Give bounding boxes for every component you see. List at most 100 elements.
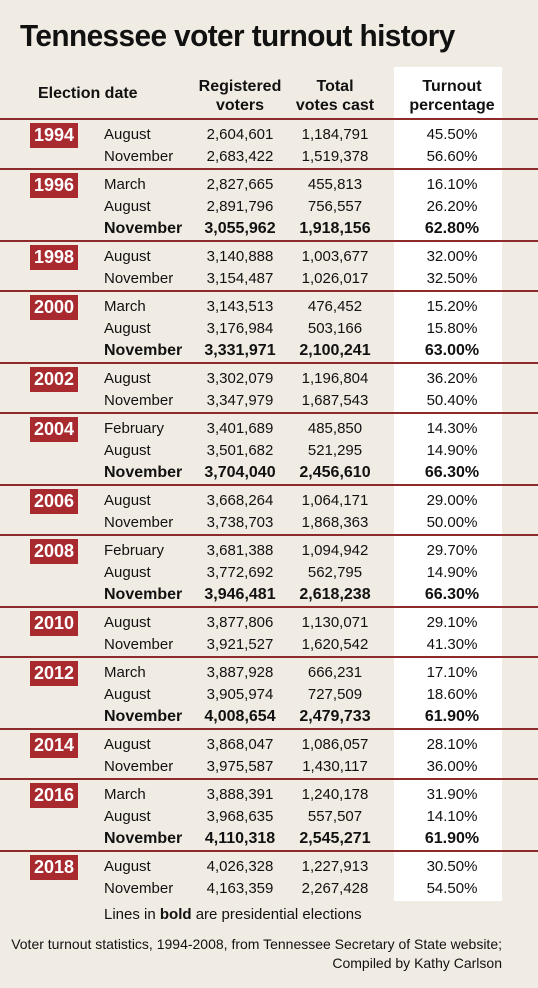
- total-votes-cell: 756,557: [307, 198, 363, 215]
- election-month: November: [104, 514, 174, 531]
- election-month: November: [104, 392, 174, 409]
- turnout-percentage-cell: 63.00%: [424, 342, 480, 359]
- election-month: August: [104, 198, 151, 215]
- total-votes-cell: 557,507: [307, 808, 363, 825]
- table-row: February 3,401,689 485,850 14.30%: [0, 418, 538, 440]
- table-row: November 3,347,979 1,687,543 50.40%: [0, 390, 538, 412]
- table-row: August 3,968,635 557,507 14.10%: [0, 806, 538, 828]
- turnout-percentage-cell: 62.80%: [424, 220, 480, 237]
- registered-voters-cell: 3,176,984: [206, 320, 274, 337]
- total-votes-cell: 1,003,677: [301, 248, 369, 265]
- year-group: 2018 August 4,026,328 1,227,913 30.50% Novemb…: [0, 850, 538, 900]
- turnout-percentage-cell: 50.40%: [426, 392, 478, 409]
- note-prefix: Lines in: [104, 906, 160, 923]
- year-badge: 1998: [30, 245, 78, 270]
- registered-voters-cell: 3,055,962: [204, 220, 276, 237]
- election-month: March: [104, 664, 146, 681]
- table-row: August 3,501,682 521,295 14.90%: [0, 440, 538, 462]
- table-row: March 3,887,928 666,231 17.10%: [0, 662, 538, 684]
- registered-voters-cell: 3,877,806: [206, 614, 274, 631]
- header-registered-voters: Registered voters: [190, 77, 290, 115]
- election-month: August: [104, 248, 151, 265]
- registered-voters-cell: 2,683,422: [206, 148, 274, 165]
- registered-voters-cell: 3,140,888: [206, 248, 274, 265]
- total-votes-cell: 521,295: [307, 442, 363, 459]
- header-turnout-percentage: Turnout percentage: [400, 77, 504, 115]
- registered-voters-cell: 2,604,601: [206, 126, 274, 143]
- table-row: August 3,877,806 1,130,071 29.10%: [0, 612, 538, 634]
- turnout-percentage-cell: 54.50%: [426, 880, 478, 897]
- election-month: November: [104, 220, 183, 237]
- header-registered-line-2: voters: [215, 97, 265, 114]
- year-badge: 2000: [30, 295, 78, 320]
- election-month: August: [104, 320, 151, 337]
- turnout-percentage-cell: 61.90%: [424, 708, 480, 725]
- year-group: 2010 August 3,877,806 1,130,071 29.10% Novemb…: [0, 606, 538, 656]
- turnout-percentage-cell: 66.30%: [424, 464, 480, 481]
- total-votes-cell: 2,456,610: [299, 464, 371, 481]
- table-row: November 3,154,487 1,026,017 32.50%: [0, 268, 538, 290]
- table-row: August 2,891,796 756,557 26.20%: [0, 196, 538, 218]
- election-month: February: [104, 420, 165, 437]
- table-row: August 3,668,264 1,064,171 29.00%: [0, 490, 538, 512]
- year-group: 2004 February 3,401,689 485,850 14.30% August…: [0, 412, 538, 484]
- turnout-percentage-cell: 14.90%: [426, 442, 478, 459]
- year-group: 1998 August 3,140,888 1,003,677 32.00% Novemb…: [0, 240, 538, 290]
- table-row: November 4,008,654 2,479,733 61.90%: [0, 706, 538, 728]
- table-row: November 4,163,359 2,267,428 54.50%: [0, 878, 538, 900]
- total-votes-cell: 1,240,178: [301, 786, 369, 803]
- table-row: November 3,331,971 2,100,241 63.00%: [0, 340, 538, 362]
- registered-voters-cell: 3,154,487: [206, 270, 274, 287]
- header-total-votes: Total votes cast: [287, 77, 383, 115]
- turnout-percentage-cell: 50.00%: [426, 514, 478, 531]
- total-votes-cell: 1,918,156: [299, 220, 371, 237]
- year-badge: 2018: [30, 855, 78, 880]
- election-month: August: [104, 858, 151, 875]
- total-votes-cell: 1,620,542: [301, 636, 369, 653]
- registered-voters-cell: 3,401,689: [206, 420, 274, 437]
- total-votes-cell: 1,430,117: [302, 758, 368, 775]
- registered-voters-cell: 3,887,928: [206, 664, 274, 681]
- turnout-percentage-cell: 28.10%: [426, 736, 478, 753]
- year-group: 2006 August 3,668,264 1,064,171 29.00% Novemb…: [0, 484, 538, 534]
- election-month: August: [104, 564, 151, 581]
- registered-voters-cell: 3,302,079: [206, 370, 274, 387]
- total-votes-cell: 2,545,271: [299, 830, 371, 847]
- header-total-line-2: votes cast: [295, 97, 375, 114]
- registered-voters-cell: 4,163,359: [206, 880, 274, 897]
- total-votes-cell: 485,850: [307, 420, 363, 437]
- total-votes-cell: 1,687,543: [301, 392, 369, 409]
- registered-voters-cell: 3,143,513: [206, 298, 274, 315]
- table-row: November 3,921,527 1,620,542 41.30%: [0, 634, 538, 656]
- turnout-percentage-cell: 17.10%: [426, 664, 478, 681]
- total-votes-cell: 2,267,428: [301, 880, 369, 897]
- election-month: August: [104, 370, 151, 387]
- election-month: November: [104, 586, 183, 603]
- election-month: August: [104, 808, 151, 825]
- table-row: March 2,827,665 455,813 16.10%: [0, 174, 538, 196]
- registered-voters-cell: 4,008,654: [204, 708, 276, 725]
- year-badge: 1996: [30, 173, 78, 198]
- registered-voters-cell: 3,331,971: [204, 342, 276, 359]
- turnout-percentage-cell: 16.10%: [426, 176, 478, 193]
- election-month: November: [104, 708, 183, 725]
- total-votes-cell: 666,231: [307, 664, 363, 681]
- total-votes-cell: 1,868,363: [301, 514, 369, 531]
- table-row: November 2,683,422 1,519,378 56.60%: [0, 146, 538, 168]
- registered-voters-cell: 3,946,481: [204, 586, 276, 603]
- election-month: February: [104, 542, 165, 559]
- presidential-note: Lines in bold are presidential elections: [104, 905, 362, 925]
- total-votes-cell: 2,618,238: [299, 586, 371, 603]
- total-votes-cell: 455,813: [307, 176, 363, 193]
- turnout-percentage-cell: 56.60%: [426, 148, 478, 165]
- year-group: 2016 March 3,888,391 1,240,178 31.90% August 3…: [0, 778, 538, 850]
- turnout-percentage-cell: 41.30%: [426, 636, 478, 653]
- registered-voters-cell: 3,888,391: [206, 786, 274, 803]
- year-badge: 2008: [30, 539, 78, 564]
- year-badge: 2004: [30, 417, 78, 442]
- registered-voters-cell: 2,827,665: [206, 176, 274, 193]
- table-row: August 4,026,328 1,227,913 30.50%: [0, 856, 538, 878]
- year-badge: 2016: [30, 783, 78, 808]
- election-month: August: [104, 126, 151, 143]
- turnout-percentage-cell: 61.90%: [424, 830, 480, 847]
